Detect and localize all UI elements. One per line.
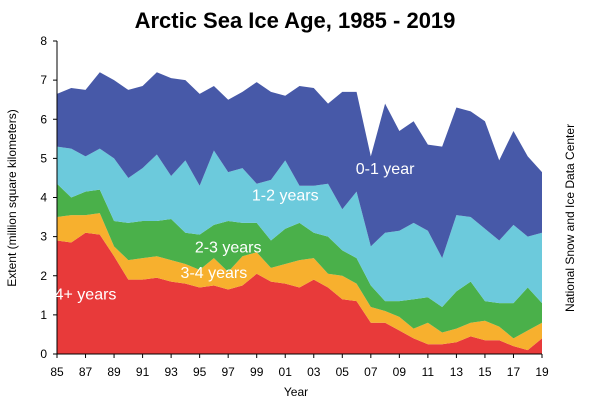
area-0-1-year (57, 72, 542, 259)
x-tick-label: 93 (164, 365, 178, 379)
x-tick-label: 97 (221, 365, 235, 379)
credit-label: National Snow and Ice Data Center (563, 124, 577, 312)
series-label-2-3-years: 2-3 years (195, 239, 262, 256)
y-axis-title: Extent (million square kilometers) (5, 109, 19, 286)
x-tick-label: 99 (250, 365, 264, 379)
series-label-3-4-years: 3-4 years (181, 265, 248, 282)
y-tick-label: 3 (40, 230, 47, 244)
y-tick-label: 7 (40, 73, 47, 87)
chart-title: Arctic Sea Ice Age, 1985 - 2019 (135, 8, 456, 33)
x-tick-label: 91 (136, 365, 150, 379)
stacked-areas (57, 72, 542, 354)
x-axis-ticks: 85 87 89 91 93 95 97 99 01 03 05 07 09 11 13 15 17 19 (50, 354, 549, 379)
x-tick-label: 03 (307, 365, 321, 379)
x-tick-label: 19 (535, 365, 549, 379)
area-4-years (57, 232, 542, 354)
x-tick-label: 17 (507, 365, 521, 379)
x-tick-label: 87 (79, 365, 93, 379)
series-label-4-years: 4+ years (55, 286, 117, 303)
x-tick-label: 07 (364, 365, 378, 379)
x-axis-title: Year (284, 385, 308, 399)
x-tick-label: 05 (336, 365, 350, 379)
y-tick-label: 2 (40, 269, 47, 283)
series-label-1-2-years: 1-2 years (252, 188, 319, 205)
x-tick-label: 13 (450, 365, 464, 379)
x-tick-label: 89 (107, 365, 121, 379)
x-tick-label: 01 (279, 365, 293, 379)
y-axis-ticks: 0 1 2 3 4 5 6 7 8 (40, 34, 57, 361)
y-tick-label: 5 (40, 151, 47, 165)
series-labels: 4+ years 3-4 years 2-3 years 1-2 years 0-1 y… (55, 161, 415, 303)
area-2-3-years (57, 183, 542, 339)
y-tick-label: 8 (40, 34, 47, 48)
area-3-4-years (57, 213, 542, 351)
x-tick-label: 11 (422, 365, 435, 379)
y-tick-label: 4 (40, 191, 47, 205)
x-tick-label: 85 (50, 365, 64, 379)
y-tick-label: 1 (40, 308, 47, 322)
x-tick-label: 09 (393, 365, 407, 379)
y-tick-label: 0 (40, 347, 47, 361)
area-1-2-years (57, 146, 542, 308)
series-label-0-1-year: 0-1 year (356, 161, 415, 178)
x-tick-label: 95 (193, 365, 207, 379)
x-tick-label: 15 (478, 365, 492, 379)
y-tick-label: 6 (40, 112, 47, 126)
